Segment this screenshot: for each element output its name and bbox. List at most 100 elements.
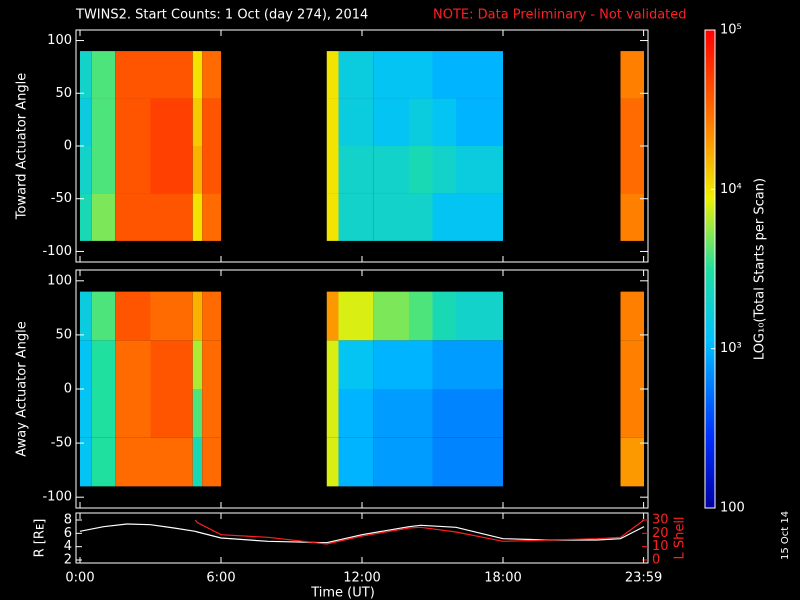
- heat-cell: [80, 437, 92, 487]
- heat-cell: [338, 291, 374, 341]
- heat-cell: [409, 51, 433, 99]
- heat-cell: [338, 389, 374, 438]
- y-tick-label: -100: [42, 244, 72, 259]
- heat-cell: [91, 193, 116, 241]
- heat-cell: [202, 340, 221, 389]
- heat-cell: [91, 389, 116, 438]
- heat-cell: [338, 193, 374, 241]
- heat-cell: [115, 193, 151, 241]
- heat-cell: [192, 437, 203, 487]
- y-tick-label: 50: [55, 327, 72, 342]
- orbit-line: [194, 519, 645, 545]
- heat-cell: [620, 51, 644, 99]
- heat-cell: [326, 389, 339, 438]
- heat-cell: [456, 340, 503, 389]
- heat-cell: [432, 340, 456, 389]
- colorbar-tick-label: 100: [720, 501, 745, 516]
- heat-cell: [409, 437, 433, 487]
- heat-cell: [620, 340, 644, 389]
- heat-cell: [338, 146, 374, 194]
- heat-cell: [432, 193, 456, 241]
- heat-cell: [202, 291, 221, 341]
- heat-cell: [80, 291, 92, 341]
- heat-cell: [150, 291, 193, 341]
- heat-cell: [150, 51, 193, 99]
- heat-cell: [192, 291, 203, 341]
- heat-cell: [338, 51, 374, 99]
- x-tick-label: 12:00: [343, 571, 380, 586]
- heat-cell: [373, 389, 409, 438]
- heat-cell: [115, 98, 151, 146]
- heat-cell: [338, 437, 374, 487]
- heat-cell: [80, 51, 92, 99]
- heat-cell: [432, 98, 456, 146]
- heat-cell: [91, 98, 116, 146]
- x-axis-title: Time (UT): [310, 586, 375, 600]
- heat-cell: [326, 291, 339, 341]
- x-tick-label: 6:00: [206, 571, 235, 586]
- heat-cell: [373, 146, 409, 194]
- heat-cell: [192, 146, 203, 194]
- heat-cell: [338, 98, 374, 146]
- heat-cell: [326, 437, 339, 487]
- colorbar-tick-label: 10⁵: [720, 23, 742, 38]
- heat-cell: [91, 51, 116, 99]
- y-tick-label: 50: [55, 86, 72, 101]
- heat-cell: [115, 437, 151, 487]
- heat-cell: [432, 389, 456, 438]
- heat-cell: [150, 437, 193, 487]
- heat-cell: [192, 340, 203, 389]
- heat-cell: [80, 146, 92, 194]
- heat-cell: [409, 291, 433, 341]
- heat-cell: [373, 437, 409, 487]
- panel-frame: [75, 512, 649, 564]
- heat-cell: [456, 291, 503, 341]
- heat-cell: [326, 193, 339, 241]
- y2-tick-label: 30: [652, 513, 669, 528]
- heat-cell: [115, 291, 151, 341]
- heat-cell: [115, 146, 151, 194]
- y-tick-label: 100: [47, 33, 72, 48]
- heat-cell: [202, 437, 221, 487]
- heat-cell: [456, 193, 503, 241]
- chart-title: TWINS2. Start Counts: 1 Oct (day 274), 2…: [75, 8, 368, 23]
- y2-tick-label: 0: [652, 553, 660, 568]
- y-tick-label: 8: [64, 513, 72, 528]
- colorbar-tick-label: 10³: [720, 341, 742, 356]
- colorbar: [704, 29, 716, 509]
- x-tick-label: 18:00: [484, 571, 521, 586]
- heat-cell: [409, 193, 433, 241]
- heat-cell: [620, 98, 644, 146]
- x-tick-label: 0:00: [65, 571, 94, 586]
- heat-cell: [192, 51, 203, 99]
- heat-cell: [91, 340, 116, 389]
- heat-cell: [456, 146, 503, 194]
- heat-cell: [620, 437, 644, 487]
- y2-tick-label: 20: [652, 526, 669, 541]
- heat-cell: [432, 291, 456, 341]
- heat-cell: [456, 51, 503, 99]
- heat-cell: [326, 51, 339, 99]
- heat-cell: [326, 146, 339, 194]
- heat-cell: [620, 389, 644, 438]
- heat-cell: [150, 146, 193, 194]
- y-axis-title: Away Actuator Angle: [15, 321, 30, 456]
- heat-cell: [91, 291, 116, 341]
- heat-cell: [192, 193, 203, 241]
- heat-cell: [91, 437, 116, 487]
- heat-cell: [456, 98, 503, 146]
- heat-cell: [115, 389, 151, 438]
- y-tick-label: 6: [64, 526, 72, 541]
- colorbar-tick-label: 10⁴: [720, 182, 742, 197]
- heat-cell: [115, 340, 151, 389]
- y-tick-label: -50: [51, 191, 72, 206]
- heat-cell: [432, 51, 456, 99]
- heat-cell: [620, 291, 644, 341]
- heat-cell: [115, 51, 151, 99]
- heat-cell: [373, 340, 409, 389]
- note: NOTE: Data Preliminary - Not validated: [433, 8, 687, 23]
- heat-cell: [91, 146, 116, 194]
- y-tick-label: 0: [64, 139, 72, 154]
- heat-cell: [373, 193, 409, 241]
